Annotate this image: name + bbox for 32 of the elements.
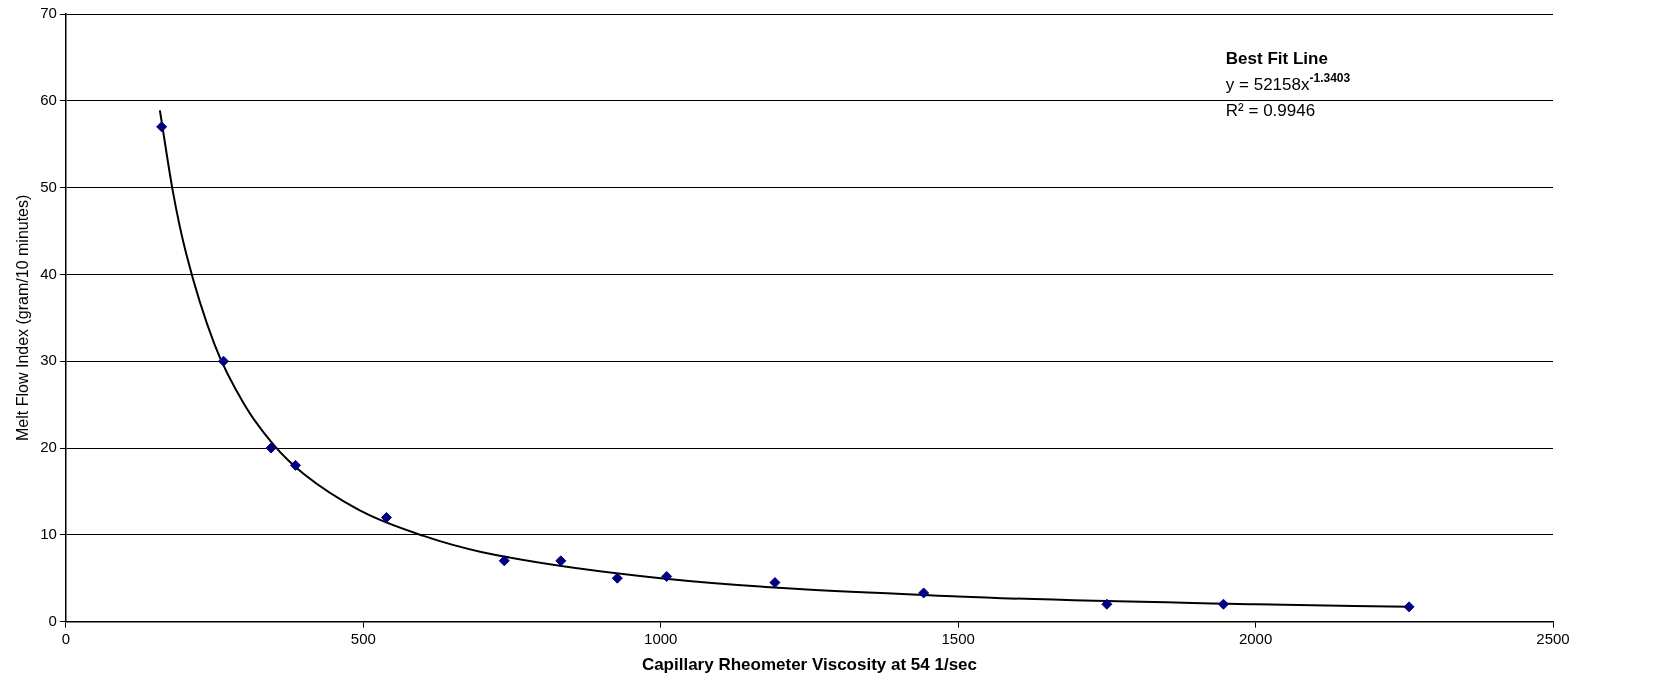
- point: [769, 577, 781, 589]
- x-tick-label: 2500: [1536, 629, 1570, 647]
- point: [611, 572, 623, 584]
- point: [918, 587, 930, 599]
- x-axis-title: Capillary Rheometer Viscosity at 54 1/sec: [641, 655, 978, 675]
- point: [265, 442, 277, 454]
- point: [1217, 598, 1229, 610]
- x-tick-label: 1500: [941, 629, 975, 647]
- y-tick-label: 50: [40, 177, 57, 195]
- x-tick-label: 1000: [644, 629, 678, 647]
- x-tick-label: 0: [61, 629, 71, 647]
- y-axis-title: Melt Flow Index (gram/10 minutes): [14, 194, 32, 441]
- y-tick-label: 70: [40, 4, 57, 22]
- y-tick-label: 0: [48, 611, 57, 629]
- y-tick-label: 20: [40, 438, 57, 456]
- y-tick-label: 40: [40, 264, 57, 282]
- point: [555, 555, 567, 567]
- annotation: R² = 0.9946: [1225, 101, 1316, 120]
- point: [1403, 601, 1415, 613]
- point: [218, 355, 230, 367]
- y-tick-label: 10: [40, 524, 57, 542]
- point: [290, 459, 301, 471]
- point: [156, 121, 168, 133]
- y-tick-label: 30: [40, 351, 57, 369]
- y-tick-label: 60: [40, 90, 57, 108]
- point: [381, 511, 393, 523]
- point: [661, 570, 673, 582]
- x-tick-label: 500: [350, 629, 376, 647]
- point: [1101, 598, 1113, 610]
- annotation: Best Fit Line: [1225, 49, 1328, 68]
- point: [498, 555, 510, 567]
- x-tick-label: 2000: [1238, 629, 1273, 647]
